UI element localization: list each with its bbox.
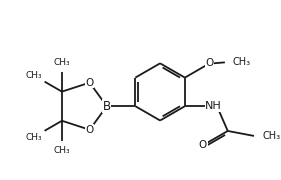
Text: CH₃: CH₃ <box>54 146 70 155</box>
Text: O: O <box>85 125 94 135</box>
Text: CH₃: CH₃ <box>25 71 42 80</box>
Text: CH₃: CH₃ <box>262 131 281 141</box>
Text: CH₃: CH₃ <box>232 57 251 67</box>
Text: CH₃: CH₃ <box>54 58 70 67</box>
Text: O: O <box>205 58 214 68</box>
Text: NH: NH <box>205 101 222 111</box>
Text: CH₃: CH₃ <box>25 133 42 142</box>
Text: B: B <box>103 100 111 113</box>
Text: O: O <box>85 78 94 88</box>
Text: O: O <box>199 140 207 150</box>
